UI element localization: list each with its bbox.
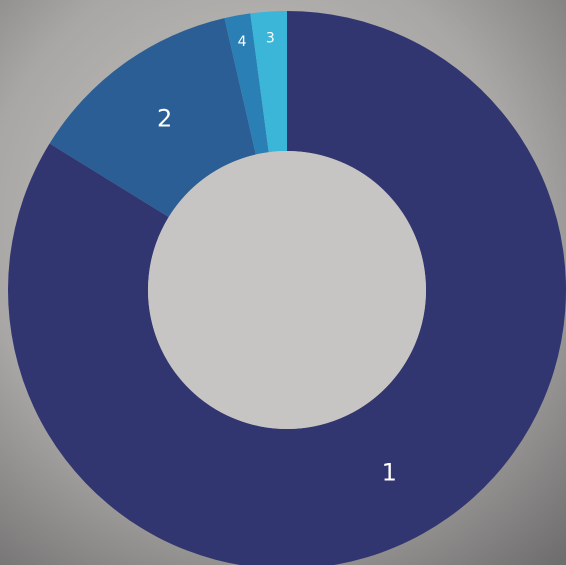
page: {"chart_data": {"type": "donut", "catego… [0, 0, 566, 565]
donut-hole [148, 151, 426, 429]
slice-label: 3 [266, 31, 275, 47]
slice-label: 2 [157, 104, 172, 132]
slice-label: 4 [238, 34, 247, 50]
slice-label: 1 [382, 458, 397, 486]
chart: 1 2 4 3 [0, 0, 566, 565]
